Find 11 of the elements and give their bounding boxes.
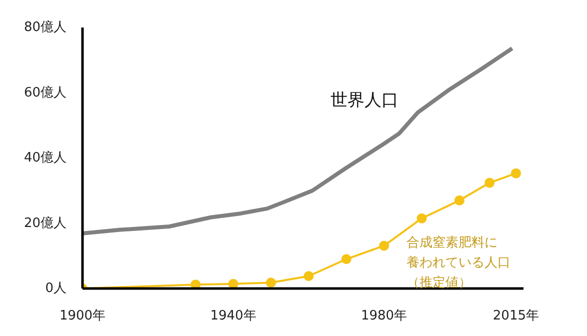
y-tick-label: 40億人 bbox=[24, 150, 67, 166]
x-tick-label: 1900年 bbox=[59, 308, 106, 324]
x-tick-label: 1980年 bbox=[360, 308, 408, 324]
y-tick-label: 0人 bbox=[45, 281, 67, 296]
y-tick-label: 20億人 bbox=[24, 216, 67, 231]
y-tick-label: 80億人 bbox=[24, 20, 67, 35]
series-label: 世界人口 bbox=[330, 90, 399, 111]
x-tick-label: 1940年 bbox=[210, 308, 256, 324]
x-tick-label: 2015年 bbox=[492, 308, 540, 324]
y-tick-label: 60億人 bbox=[24, 85, 67, 100]
series-label: 合成窒素肥料に養われている人口（推定値） bbox=[406, 234, 511, 290]
